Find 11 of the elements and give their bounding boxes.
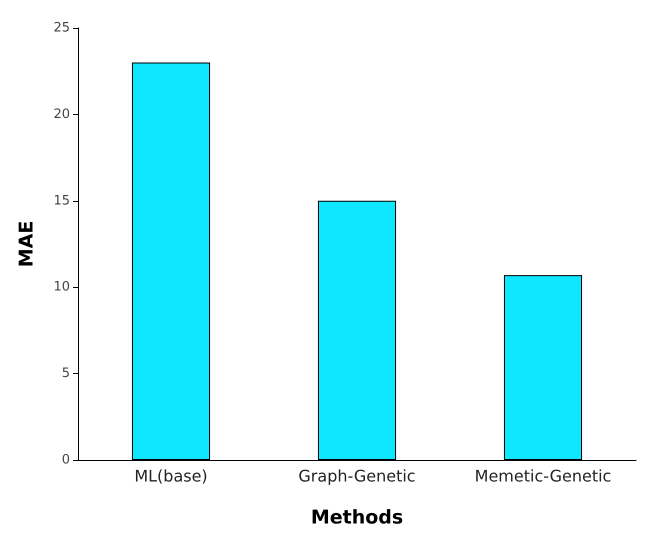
y-tick-label: 0: [62, 452, 70, 468]
x-tick-label: Memetic-Genetic: [474, 466, 612, 486]
x-axis-title: Methods: [310, 506, 404, 528]
y-tick-label: 20: [53, 106, 70, 122]
x-tick-label: Graph-Genetic: [298, 466, 416, 486]
y-tick-label: 25: [53, 20, 70, 36]
y-tick-label: 5: [62, 366, 70, 382]
x-tick-label: ML(base): [134, 466, 208, 486]
y-tick-label: 15: [53, 193, 70, 208]
y-axis-title: MAE: [16, 220, 38, 268]
y-tick-label: 10: [53, 280, 70, 295]
